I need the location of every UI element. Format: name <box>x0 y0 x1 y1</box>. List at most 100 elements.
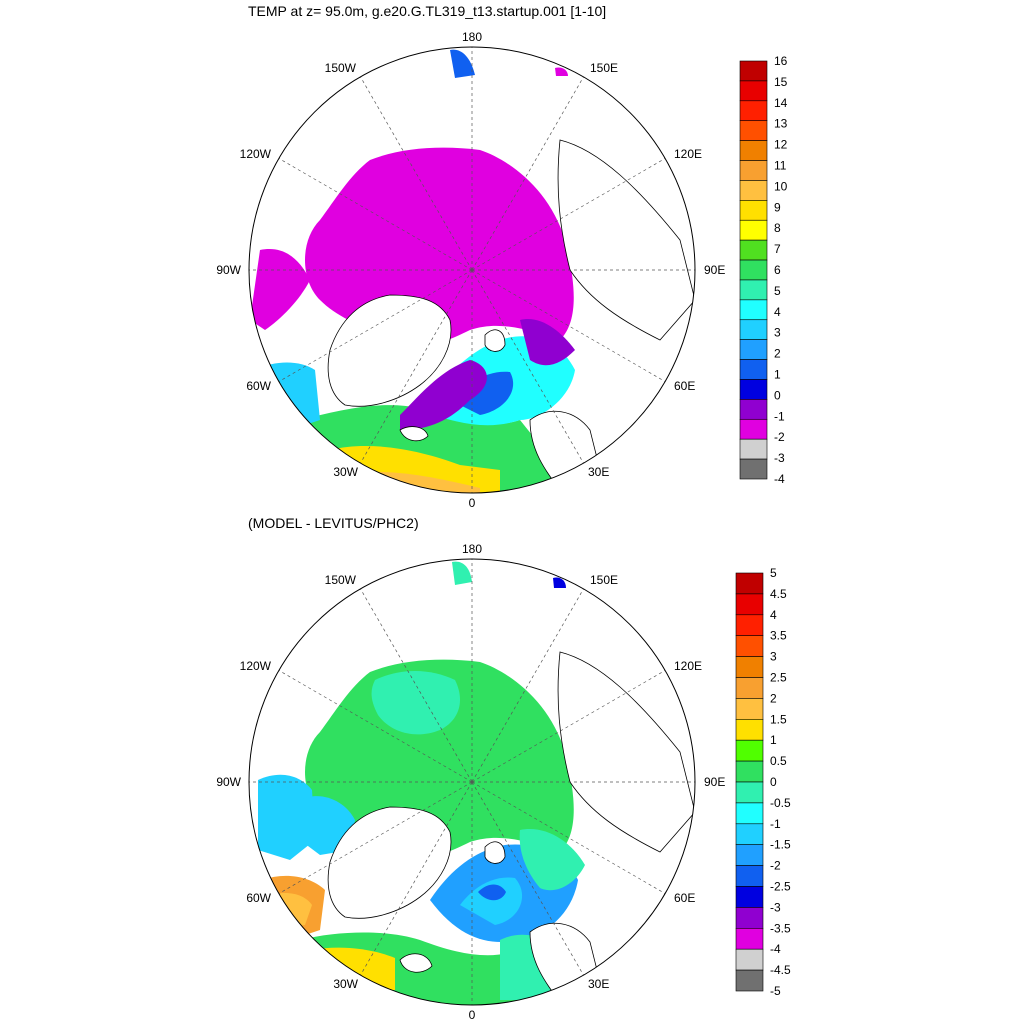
colorbar-swatch <box>739 180 768 201</box>
lon-label-90e: 90E <box>704 775 725 789</box>
colorbar-label: -1.5 <box>770 838 791 852</box>
lon-label-180: 180 <box>462 30 482 44</box>
colorbar-swatch <box>739 200 768 221</box>
colorbar-swatch <box>739 379 768 400</box>
lon-label-30w: 30W <box>333 977 358 991</box>
lon-label-90e: 90E <box>704 263 725 277</box>
colorbar-label: -3.5 <box>770 921 791 935</box>
colorbar-swatch <box>739 259 768 281</box>
colorbar-swatch <box>739 339 768 360</box>
panel-1-title: TEMP at z= 95.0m, g.e20.G.TL319_t13.star… <box>248 3 607 19</box>
panel-2-title: (MODEL - LEVITUS/PHC2) <box>248 515 419 531</box>
colorbar-swatch <box>739 60 768 82</box>
colorbar-label: 5 <box>770 566 777 580</box>
colorbar-label: 6 <box>774 263 781 277</box>
panel-1-map: 180 0 90W 90E 150W 150E 120W 120E 60W 60… <box>216 30 725 510</box>
colorbar-swatch <box>739 120 768 141</box>
colorbar-swatch <box>739 299 768 321</box>
lon-label-150w: 150W <box>325 573 357 587</box>
colorbar-label: 3 <box>774 326 781 340</box>
diff-pacific-inlet <box>452 561 472 585</box>
colorbar-swatch <box>739 418 768 440</box>
colorbar-label: 4 <box>770 608 777 622</box>
barents-purple-region <box>520 319 575 366</box>
colorbar-swatch <box>739 219 768 241</box>
panel-2-graticule <box>249 559 695 1005</box>
lon-label-90w: 90W <box>216 263 241 277</box>
diff-svalbard-land <box>484 841 506 864</box>
lon-label-30e: 30E <box>588 977 609 991</box>
colorbar-label: 4.5 <box>770 587 787 601</box>
diff-siberia-land <box>557 651 695 853</box>
fram-strait-blue-region <box>450 371 514 415</box>
colorbar-label: 15 <box>774 75 788 89</box>
panel-1-boundary <box>248 46 696 494</box>
colorbar-label: -5 <box>770 984 781 998</box>
colorbar-label: -4.5 <box>770 963 791 977</box>
greenland-land <box>327 294 452 407</box>
colorbar-label: 14 <box>774 96 788 110</box>
colorbar-swatch <box>735 865 764 887</box>
lon-label-0: 0 <box>469 1008 476 1022</box>
colorbar-label: -3 <box>774 451 785 465</box>
colorbar-swatch <box>739 319 768 340</box>
lon-label-30w: 30W <box>333 465 358 479</box>
colorbar-swatch <box>739 100 768 122</box>
colorbar-swatch <box>735 781 764 804</box>
colorbar-swatch <box>739 279 768 301</box>
colorbar-label: 12 <box>774 138 788 152</box>
colorbar-swatch <box>735 739 764 762</box>
colorbar-swatch <box>735 802 764 825</box>
colorbar-label: 9 <box>774 200 781 214</box>
panel-1-graticule <box>249 47 695 493</box>
colorbar-label: -2.5 <box>770 880 791 894</box>
colorbar-label: -1 <box>770 817 781 831</box>
lon-label-60e: 60E <box>674 379 695 393</box>
colorbar-swatch <box>735 948 764 971</box>
diff-iceland-land <box>399 953 433 973</box>
colorbar-swatch <box>735 760 764 783</box>
lon-label-150w: 150W <box>325 61 357 75</box>
colorbar-label: -2 <box>774 430 785 444</box>
colorbar-label: -3 <box>770 900 781 914</box>
colorbar-label: 1 <box>774 368 781 382</box>
colorbar-label: 5 <box>774 284 781 298</box>
diff-pacific-inlet-2 <box>553 577 566 588</box>
colorbar-swatch <box>735 593 764 616</box>
colorbar-swatch <box>739 438 768 460</box>
colorbar-label: 7 <box>774 242 781 256</box>
lon-label-60e: 60E <box>674 891 695 905</box>
colorbar-label: 0 <box>770 775 777 789</box>
diff-nordic-cyan-region <box>460 877 523 925</box>
colorbar-swatch <box>735 614 764 636</box>
colorbar-swatch <box>739 399 768 420</box>
colorbar-swatch <box>735 844 764 866</box>
lon-label-120w: 120W <box>240 147 272 161</box>
colorbar-swatch <box>735 718 764 741</box>
colorbar-swatch <box>739 80 768 102</box>
colorbar-label: 11 <box>774 159 787 173</box>
siberia-land <box>557 139 695 341</box>
colorbar-swatch <box>735 907 764 929</box>
diff-canada-basin-region <box>371 671 460 735</box>
canadian-arch-region <box>250 249 310 330</box>
colorbar-swatch <box>735 969 764 992</box>
colorbar-swatch <box>735 572 764 595</box>
arctic-basin-region <box>305 147 574 346</box>
colorbar-label: 8 <box>774 221 781 235</box>
colorbar-label: 3.5 <box>770 629 787 643</box>
colorbar-swatch <box>735 656 764 678</box>
cold-purple-region <box>400 360 487 430</box>
colorbar-swatch <box>739 359 768 380</box>
colorbar-label: -4 <box>770 942 781 956</box>
colorbar-swatch <box>739 140 768 161</box>
lon-label-30e: 30E <box>588 465 609 479</box>
lon-label-120e: 120E <box>674 147 702 161</box>
pacific-inlet <box>450 49 475 78</box>
lon-label-120e: 120E <box>674 659 702 673</box>
colorbar-label: 0.5 <box>770 754 787 768</box>
colorbar-label: 4 <box>774 305 781 319</box>
colorbar-label: 2 <box>770 691 777 705</box>
colorbar-label: 16 <box>774 54 788 68</box>
colorbar-label: 2.5 <box>770 671 787 685</box>
